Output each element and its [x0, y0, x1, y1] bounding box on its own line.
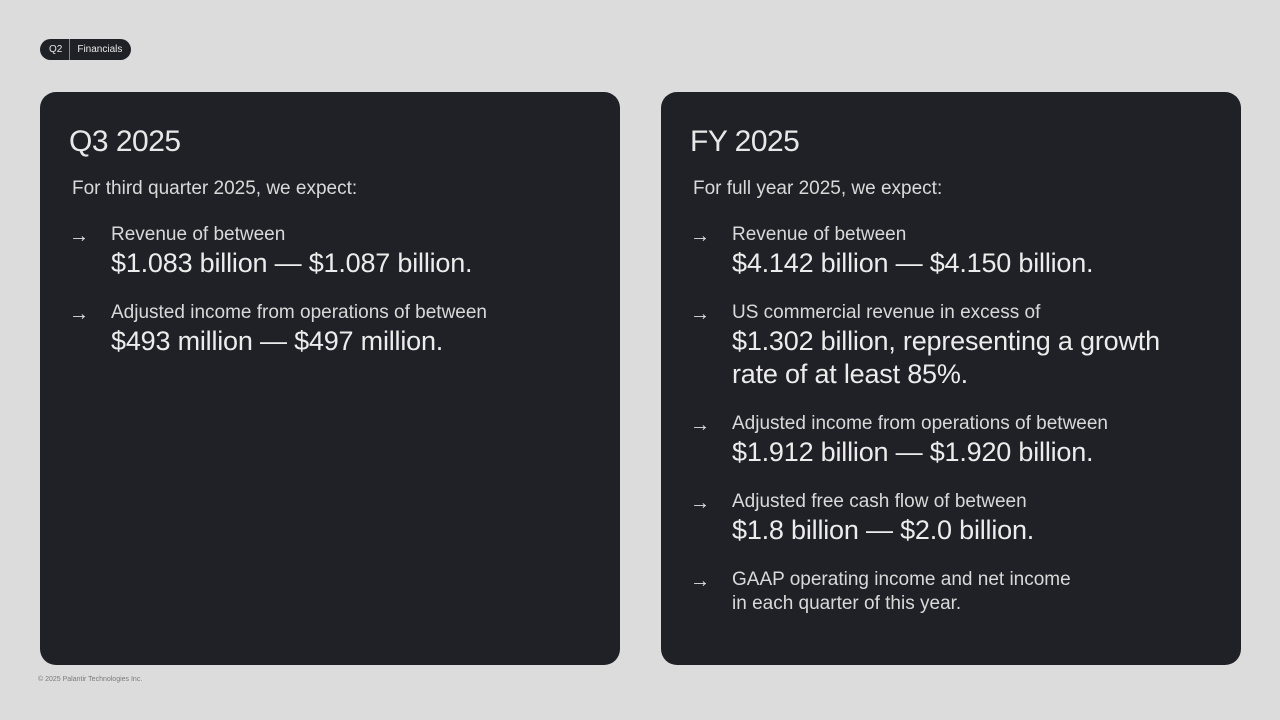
copyright-footer: © 2025 Palantir Technologies Inc.	[38, 676, 143, 683]
item-label: US commercial revenue in excess of	[732, 302, 1041, 323]
card-title: FY 2025	[690, 125, 800, 158]
item-value: $1.8 billion — $2.0 billion.	[732, 515, 1035, 545]
card-intro: For full year 2025, we expect:	[693, 178, 943, 199]
arrow-right-icon: →	[690, 303, 710, 325]
item-value: $4.142 billion — $4.150 billion.	[732, 248, 1094, 278]
list-item: → Revenue of between $4.142 billion — $4…	[690, 223, 1221, 280]
item-value: $1.912 billion — $1.920 billion.	[732, 437, 1094, 467]
item-text-line: GAAP operating income and net income	[732, 569, 1071, 590]
tag-section: Financials	[77, 44, 123, 55]
item-text-line: in each quarter of this year.	[732, 593, 962, 614]
item-value: $493 million — $497 million.	[111, 326, 444, 356]
list-item: → Adjusted income from operations of bet…	[690, 412, 1221, 469]
card-title: Q3 2025	[69, 125, 181, 158]
item-text: GAAP operating income and net income in …	[732, 568, 1221, 616]
arrow-right-icon: →	[690, 570, 710, 592]
section-tag: Q2 Financials	[40, 39, 132, 60]
tag-quarter: Q2	[49, 39, 71, 60]
item-label: Adjusted free cash flow of between	[732, 491, 1027, 512]
q3-guidance-card: Q3 2025 For third quarter 2025, we expec…	[40, 92, 620, 665]
bullet-list: → Revenue of between $4.142 billion — $4…	[690, 223, 1221, 637]
fy-guidance-card: FY 2025 For full year 2025, we expect: →…	[661, 92, 1241, 665]
arrow-right-icon: →	[69, 225, 89, 247]
arrow-right-icon: →	[690, 225, 710, 247]
list-item: → Revenue of between $1.083 billion — $1…	[69, 223, 600, 280]
card-intro: For third quarter 2025, we expect:	[72, 178, 358, 199]
item-label: Revenue of between	[732, 224, 907, 245]
arrow-right-icon: →	[690, 414, 710, 436]
list-item: → US commercial revenue in excess of $1.…	[690, 301, 1221, 391]
list-item: → Adjusted free cash flow of between $1.…	[690, 490, 1221, 547]
item-value: $1.302 billion, representing a growth	[732, 326, 1160, 356]
list-item: → Adjusted income from operations of bet…	[69, 301, 600, 358]
item-label: Adjusted income from operations of betwe…	[732, 413, 1108, 434]
item-label: Revenue of between	[111, 224, 286, 245]
arrow-right-icon: →	[690, 492, 710, 514]
item-value: $1.083 billion — $1.087 billion.	[111, 248, 473, 278]
item-label: Adjusted income from operations of betwe…	[111, 302, 487, 323]
item-value-continued: rate of at least 85%.	[732, 359, 968, 389]
list-item: → GAAP operating income and net income i…	[690, 568, 1221, 616]
arrow-right-icon: →	[69, 303, 89, 325]
bullet-list: → Revenue of between $1.083 billion — $1…	[69, 223, 600, 379]
